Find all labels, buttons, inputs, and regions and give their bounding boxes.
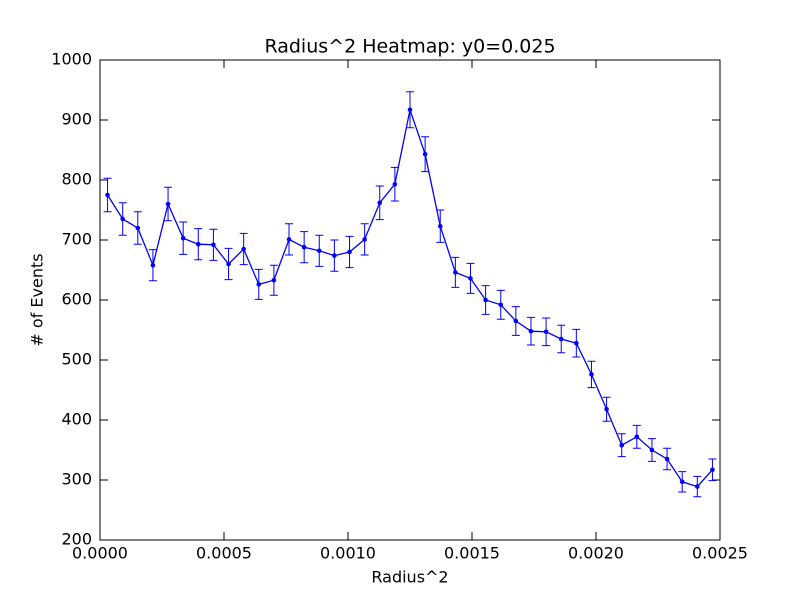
data-point: [226, 261, 231, 267]
y-tick-label: 500: [61, 350, 92, 369]
data-point: [649, 447, 655, 453]
y-tick-label: 300: [61, 470, 92, 489]
data-point: [558, 336, 564, 342]
data-point: [468, 276, 473, 281]
data-point: [604, 406, 609, 412]
data-point: [437, 223, 443, 229]
x-tick-label: 0.0020: [568, 544, 624, 563]
y-tick-label: 900: [61, 110, 92, 129]
x-tick-label: 0.0010: [320, 544, 376, 563]
data-point: [241, 246, 246, 252]
y-tick-label: 1000: [51, 50, 92, 69]
plot-frame: [99, 59, 721, 541]
x-tick-label: 0.0000: [72, 544, 128, 563]
data-point: [332, 253, 337, 258]
data-point: [165, 201, 171, 207]
data-point: [710, 467, 715, 473]
data-point: [619, 442, 625, 448]
y-axis-label: # of Events: [28, 253, 47, 346]
data-point: [392, 181, 398, 187]
y-tick-label: 600: [61, 290, 92, 309]
data-point: [634, 434, 640, 440]
data-point: [422, 151, 428, 157]
data-point: [574, 340, 579, 346]
x-tick-label: 0.0015: [444, 544, 500, 563]
data-point: [195, 241, 201, 247]
data-point: [543, 329, 549, 335]
data-point: [498, 302, 504, 308]
data-point: [362, 237, 367, 242]
data-point: [679, 479, 685, 485]
data-point: [589, 372, 594, 377]
data-point: [316, 248, 322, 254]
data-point: [286, 237, 292, 242]
data-point: [271, 277, 277, 283]
data-point: [120, 216, 125, 222]
data-point: [528, 328, 534, 334]
data-point: [211, 242, 216, 248]
data-point: [513, 318, 519, 324]
x-tick-label: 0.0025: [692, 544, 748, 563]
data-point: [180, 235, 186, 241]
y-tick-label: 800: [61, 170, 92, 189]
x-tick-label: 0.0005: [196, 544, 252, 563]
data-point: [407, 107, 413, 113]
data-point: [347, 249, 352, 255]
y-tick-label: 200: [61, 530, 92, 549]
y-tick-label: 400: [61, 410, 92, 429]
data-point: [453, 270, 458, 275]
x-axis-label: Radius^2: [371, 568, 448, 587]
y-tick-label: 700: [61, 230, 92, 249]
data-point: [483, 297, 488, 303]
data-point: [301, 244, 307, 250]
data-point: [105, 192, 110, 198]
data-point: [664, 456, 670, 462]
data-point: [256, 282, 262, 287]
data-point: [135, 225, 141, 231]
data-point: [695, 484, 700, 489]
data-point: [377, 200, 383, 206]
chart-title: Radius^2 Heatmap: y0=0.025: [264, 36, 555, 58]
data-point: [150, 262, 156, 268]
